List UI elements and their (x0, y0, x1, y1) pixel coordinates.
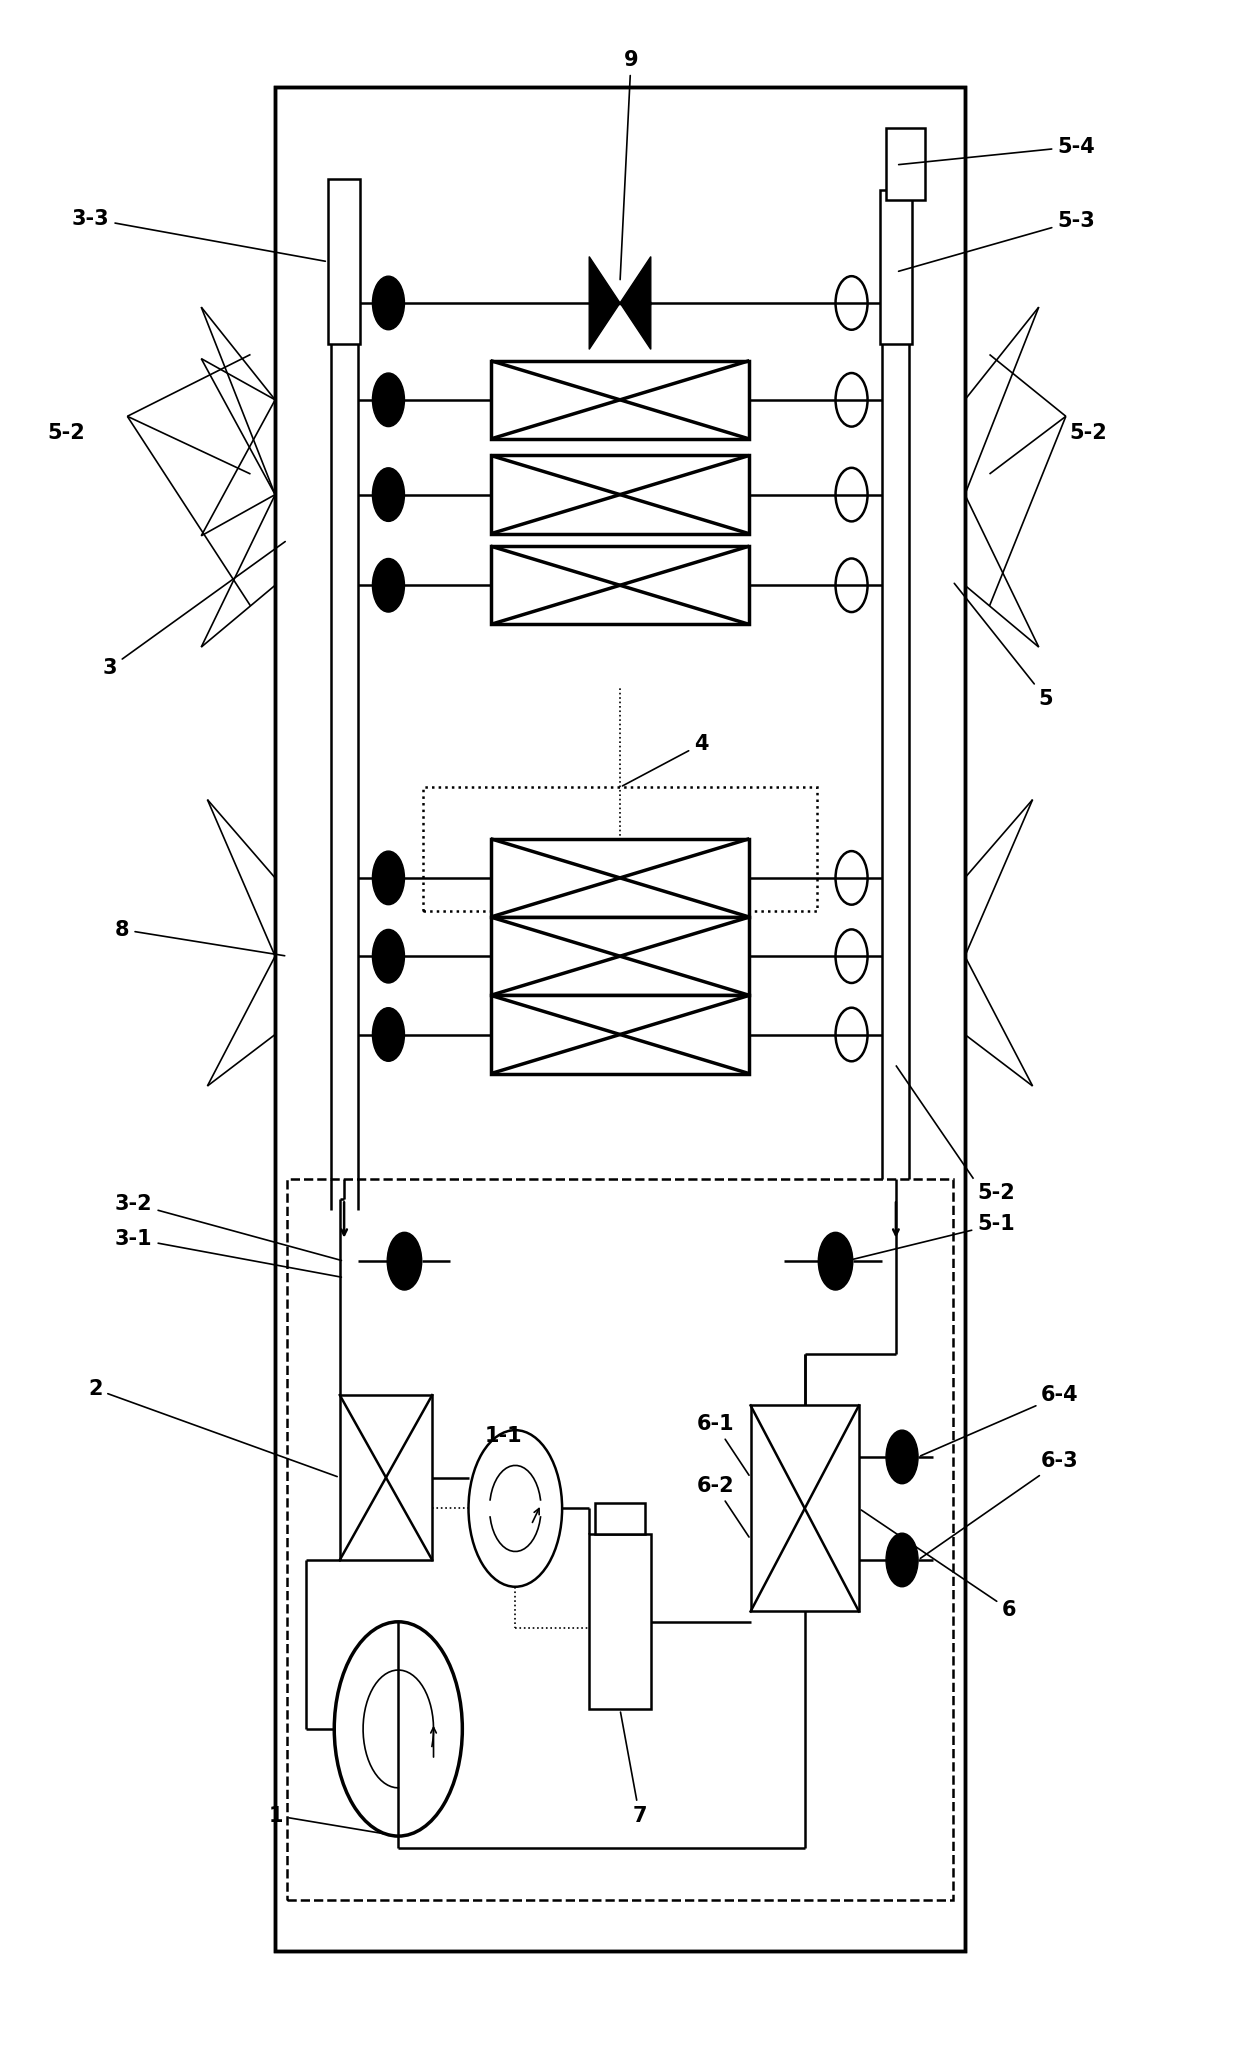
Text: 3-2: 3-2 (115, 1194, 341, 1260)
Circle shape (372, 559, 404, 612)
Circle shape (372, 372, 404, 426)
Circle shape (887, 1533, 918, 1587)
Circle shape (887, 1430, 918, 1483)
Circle shape (372, 929, 404, 983)
Text: 5-3: 5-3 (899, 211, 1095, 271)
Circle shape (372, 468, 404, 521)
Circle shape (387, 1233, 422, 1291)
Circle shape (372, 850, 404, 904)
Bar (491, 995, 749, 1074)
Text: 6: 6 (862, 1510, 1017, 1620)
Text: 1: 1 (269, 1806, 396, 1835)
Text: 5-2: 5-2 (1070, 422, 1107, 443)
Text: 5-1: 5-1 (848, 1215, 1014, 1260)
Text: 7: 7 (620, 1713, 647, 1825)
Bar (491, 546, 749, 625)
Text: 1-1: 1-1 (485, 1426, 522, 1446)
Bar (750, 1405, 859, 1612)
Text: 3-3: 3-3 (72, 209, 325, 261)
Bar (589, 1535, 651, 1709)
Text: 8: 8 (115, 919, 285, 956)
Bar (275, 87, 965, 1951)
Text: 2: 2 (88, 1380, 337, 1477)
Bar (275, 87, 965, 1951)
Text: 6-1: 6-1 (697, 1413, 749, 1475)
Text: 5-2: 5-2 (977, 1183, 1014, 1204)
Text: 5-2: 5-2 (47, 422, 86, 443)
Bar (423, 786, 817, 910)
Polygon shape (589, 257, 620, 350)
Text: 6-2: 6-2 (697, 1475, 749, 1537)
Bar (491, 838, 749, 917)
Text: 9: 9 (620, 50, 639, 279)
Circle shape (372, 275, 404, 329)
Bar (595, 1504, 645, 1535)
Bar (491, 917, 749, 995)
Text: 3-1: 3-1 (115, 1229, 341, 1277)
Text: 3: 3 (103, 542, 285, 679)
Bar (887, 128, 925, 201)
Text: 6-3: 6-3 (920, 1450, 1079, 1558)
Bar (880, 190, 911, 343)
Bar (491, 360, 749, 439)
Text: 4: 4 (622, 734, 708, 786)
Bar (288, 1179, 952, 1899)
Bar (329, 180, 360, 343)
Circle shape (818, 1233, 853, 1291)
Text: 5-4: 5-4 (899, 137, 1095, 166)
Text: 5: 5 (955, 583, 1054, 710)
Text: 6-4: 6-4 (920, 1386, 1079, 1457)
Bar (340, 1395, 433, 1560)
Polygon shape (620, 257, 651, 350)
Circle shape (372, 1008, 404, 1061)
Bar (491, 455, 749, 534)
